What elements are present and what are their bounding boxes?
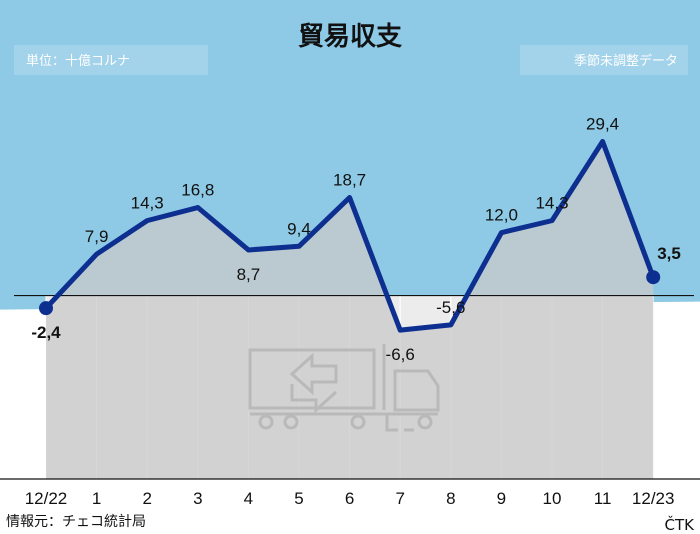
- series-line: [44, 138, 656, 333]
- data-label: 16,8: [181, 181, 214, 200]
- x-tick-labels: 12/22 1 2 3 4 5 6 7 8 9 10 11 12/23: [25, 489, 675, 508]
- adjustment-note: 季節未調整データ: [574, 53, 678, 69]
- data-label: 14,3: [535, 194, 568, 213]
- data-label: -2,4: [31, 323, 61, 342]
- data-label: -6,6: [386, 345, 415, 364]
- data-label: 3,5: [657, 244, 681, 263]
- brand-logo: ČTK: [665, 515, 696, 534]
- adjustment-note-box: [520, 45, 688, 75]
- x-tick-label: 12/23: [632, 489, 675, 508]
- x-tick-label: 8: [446, 489, 455, 508]
- x-tick-label: 9: [497, 489, 506, 508]
- x-tick-label: 2: [142, 489, 151, 508]
- x-tick-label: 11: [594, 489, 612, 508]
- highlight-markers: [39, 270, 661, 316]
- x-tick-label: 4: [244, 489, 253, 508]
- data-label: 12,0: [485, 206, 518, 225]
- data-label: 9,4: [287, 219, 311, 238]
- unit-note-box: [14, 45, 208, 75]
- data-label: 29,4: [586, 114, 619, 133]
- data-label: -5,6: [436, 298, 465, 317]
- unit-note: 単位：十億コルナ: [26, 53, 130, 69]
- point-marker: [646, 270, 661, 285]
- x-tick-label: 1: [92, 489, 101, 508]
- x-tick-label: 10: [543, 489, 562, 508]
- x-tick-label: 3: [193, 489, 202, 508]
- x-tick-label: 5: [294, 489, 303, 508]
- data-labels: -2,4 7,9 14,3 16,8 8,7 9,4 18,7 -6,6 -5,6 12,0 14,…: [31, 114, 680, 364]
- data-label: 18,7: [333, 171, 366, 190]
- x-tick-label: 6: [345, 489, 354, 508]
- area-fill: [46, 141, 654, 479]
- data-label: 14,3: [131, 194, 164, 213]
- data-label: 7,9: [85, 227, 109, 246]
- source-note: 情報元：チェコ統計局: [6, 514, 146, 530]
- data-label: 8,7: [237, 265, 261, 284]
- truck-icon: [248, 344, 440, 432]
- x-tick-label: 12/22: [25, 489, 68, 508]
- x-tick-label: 7: [395, 489, 404, 508]
- chart-title: 貿易収支: [298, 22, 402, 52]
- point-marker: [39, 301, 53, 316]
